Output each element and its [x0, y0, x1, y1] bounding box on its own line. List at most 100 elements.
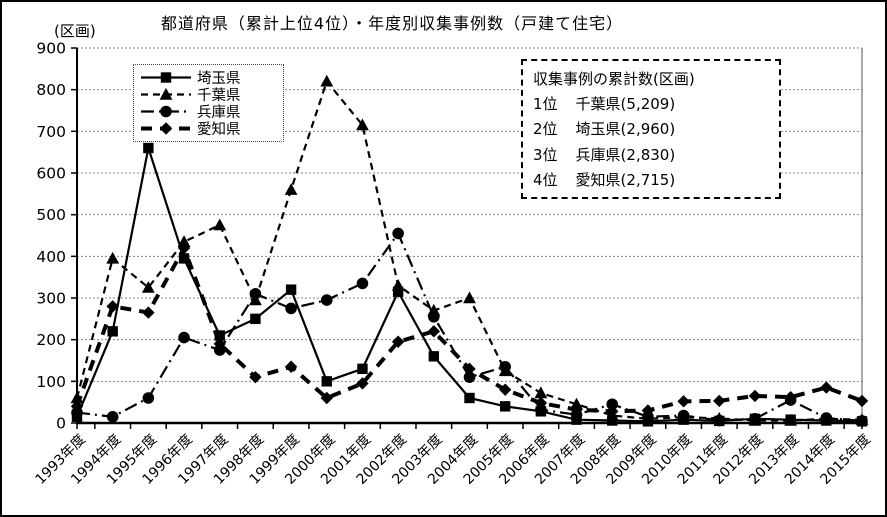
y-tick-label: 600: [36, 165, 66, 183]
data-point-marker: [534, 396, 548, 410]
data-point-marker: [249, 370, 262, 384]
data-point-marker: [320, 391, 333, 405]
ranking-rank: 4位: [533, 170, 558, 189]
legend-item-label: 愛知県: [197, 122, 241, 138]
data-point-marker: [428, 351, 440, 362]
data-point-marker: [427, 325, 441, 338]
ranking-item: 4位 愛知県(2,715): [533, 169, 769, 190]
ranking-value: 千葉県(5,209): [575, 95, 676, 114]
y-tick-label: 500: [36, 206, 66, 224]
legend-line-sample: [141, 87, 191, 100]
data-point-marker: [106, 300, 119, 313]
data-point-marker: [71, 406, 83, 419]
data-point-marker: [70, 400, 84, 413]
ranking-rank: 1位: [533, 95, 558, 114]
data-point-marker: [606, 398, 619, 411]
data-point-marker: [320, 294, 333, 306]
data-point-marker: [160, 105, 172, 118]
data-point-marker: [249, 288, 262, 300]
data-point-marker: [143, 142, 154, 154]
data-point-marker: [820, 381, 833, 394]
data-point-marker: [392, 227, 404, 240]
data-point-marker: [820, 412, 833, 424]
y-tick-label: 400: [36, 248, 66, 266]
series-line-3: [75, 243, 863, 414]
data-point-marker: [213, 218, 227, 231]
y-axis-unit-label: (区画): [54, 22, 96, 40]
data-point-marker: [713, 394, 726, 408]
data-point-marker: [463, 291, 476, 304]
ranking-rank: 2位: [533, 120, 558, 139]
data-point-marker: [499, 401, 511, 412]
data-point-marker: [177, 235, 191, 247]
data-point-marker: [70, 391, 84, 404]
data-point-marker: [677, 395, 690, 408]
ranking-box-title: 収集事例の累計数(区画): [533, 70, 695, 89]
data-point-marker: [142, 392, 155, 404]
data-point-marker: [499, 360, 511, 373]
y-tick-label: 0: [56, 415, 66, 433]
ranking-value: 愛知県(2,715): [575, 170, 676, 189]
data-point-marker: [142, 306, 155, 319]
y-tick-label: 300: [36, 290, 66, 308]
data-point-marker: [213, 337, 226, 351]
data-point-marker: [285, 284, 297, 295]
data-point-marker: [357, 363, 368, 375]
data-point-marker: [159, 122, 173, 135]
legend-item-label: 兵庫県: [197, 105, 241, 121]
data-point-marker: [749, 413, 761, 425]
data-point-marker: [748, 389, 762, 403]
data-point-marker: [356, 277, 369, 290]
data-point-marker: [391, 335, 405, 348]
ranking-item: 1位 千葉県(5,209): [533, 93, 769, 114]
data-point-marker: [463, 362, 476, 376]
y-tick-label: 700: [36, 123, 66, 141]
data-point-marker: [284, 183, 298, 195]
data-point-marker: [321, 376, 332, 387]
data-point-marker: [213, 344, 226, 356]
data-point-marker: [641, 404, 655, 417]
data-point-marker: [159, 87, 173, 100]
ranking-rank: 3位: [533, 145, 558, 164]
ranking-value: 埼玉県(2,960): [575, 120, 676, 139]
data-point-marker: [107, 326, 118, 337]
y-tick-label: 900: [36, 40, 66, 58]
data-point-marker: [535, 403, 547, 416]
legend-item-label: 埼玉県: [197, 71, 241, 87]
data-point-marker: [642, 410, 654, 423]
data-point-marker: [392, 286, 404, 297]
data-point-marker: [784, 390, 797, 404]
data-point-marker: [391, 278, 405, 291]
y-tick-label: 100: [36, 373, 66, 391]
data-point-marker: [464, 392, 475, 404]
data-point-marker: [570, 403, 583, 416]
data-point-marker: [855, 394, 869, 408]
ranking-value: 兵庫県(2,830): [575, 145, 676, 164]
data-point-marker: [856, 415, 868, 427]
ranking-item: 2位 埼玉県(2,960): [533, 118, 769, 139]
series-line-2: [76, 231, 863, 423]
data-point-marker: [106, 251, 120, 264]
data-point-marker: [160, 72, 172, 83]
legend-item-0: 埼玉県: [140, 69, 275, 87]
legend-item-3: 愛知県: [140, 120, 275, 138]
data-point-marker: [178, 253, 190, 264]
data-point-marker: [284, 360, 298, 373]
legend-line-sample: [141, 105, 191, 118]
data-point-marker: [356, 377, 369, 390]
data-point-marker: [106, 410, 119, 423]
data-point-marker: [606, 405, 619, 418]
data-point-marker: [250, 313, 261, 325]
legend-item-2: 兵庫県: [140, 103, 275, 121]
chart-title: 都道府県（累計上位4位）・年度別収集事例数（戸建て住宅）: [160, 14, 624, 33]
cumulative-ranking-box: 収集事例の累計数(区画) 1位 千葉県(5,209) 2位 埼玉県(2,960)…: [521, 59, 781, 199]
data-point-marker: [141, 280, 155, 293]
legend-item-1: 千葉県: [140, 86, 275, 104]
data-point-marker: [463, 371, 476, 383]
data-point-marker: [320, 74, 334, 87]
legend-line-sample: [141, 72, 191, 83]
y-tick-label: 800: [36, 81, 66, 99]
legend-box: 埼玉県 千葉県 兵庫県 愛知県: [133, 64, 284, 142]
data-point-marker: [428, 310, 440, 323]
